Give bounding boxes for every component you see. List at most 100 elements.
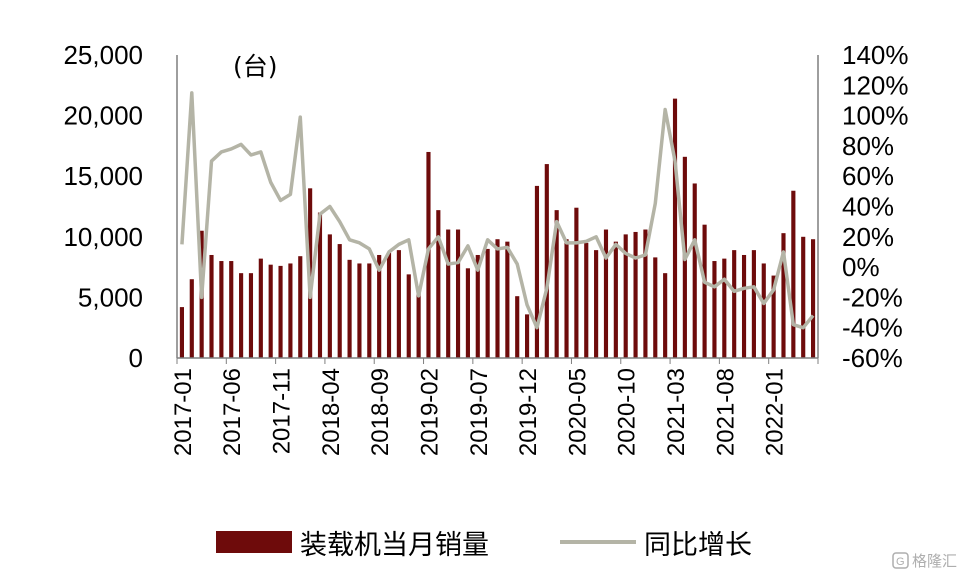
svg-text:G: G [896, 556, 905, 568]
bar-2017-10 [268, 264, 273, 358]
x-tick-label: 2019-02 [416, 368, 443, 456]
bar-2021-05 [692, 183, 697, 358]
bar-2021-02 [663, 273, 668, 358]
bar-2019-11 [515, 296, 520, 358]
y-right-tick: 0% [842, 252, 880, 282]
bar-2018-10 [386, 252, 392, 358]
bar-2021-07 [712, 261, 717, 358]
x-tick-label: 2017-11 [269, 368, 296, 454]
bar-2017-12 [288, 263, 293, 358]
bar-2018-04 [327, 234, 332, 358]
x-tick-label: 2018-09 [367, 368, 394, 456]
bar-2020-01 [534, 185, 540, 358]
bar-2018-03 [317, 212, 323, 358]
x-tick-label: 2021-03 [663, 368, 690, 456]
bar-2021-11 [751, 250, 756, 358]
bar-2020-10 [623, 234, 628, 358]
bar-2017-02 [189, 279, 194, 358]
bar-2020-08 [603, 229, 609, 358]
y-right-tick: 120% [842, 70, 909, 100]
bar-2019-09 [495, 239, 500, 358]
bar-2020-11 [633, 231, 638, 358]
y-left-tick: 20,000 [63, 101, 143, 131]
bar-2018-01 [298, 256, 303, 358]
bar-2018-09 [377, 254, 382, 358]
bar-2019-12 [525, 314, 530, 358]
x-tick-label: 2019-12 [515, 368, 542, 456]
legend-bar-swatch [216, 531, 292, 553]
y-right-tick: -40% [842, 313, 903, 343]
bar-2019-03 [436, 210, 441, 358]
bar-2021-12 [761, 263, 766, 358]
bar-2021-03 [672, 98, 678, 358]
legend: 装载机当月销量 同比增长 [216, 530, 752, 561]
bar-2018-07 [357, 263, 362, 358]
bar-series [179, 98, 816, 358]
legend-line-label: 同比增长 [644, 530, 752, 561]
y-left-tick: 5,000 [78, 282, 143, 312]
y-right-tick: 100% [842, 101, 909, 131]
watermark-text: 格隆汇 [912, 552, 957, 570]
bar-2018-08 [367, 263, 372, 358]
bar-2017-04 [209, 254, 214, 358]
line-series [180, 91, 815, 330]
x-tick-label: 2019-07 [466, 368, 493, 456]
bar-2018-11 [396, 250, 401, 358]
x-tick-label: 2017-01 [170, 368, 197, 456]
x-tick-label: 2018-04 [318, 368, 345, 456]
bar-2019-05 [455, 229, 461, 358]
y-left-tick: 0 [129, 343, 143, 373]
y-right-tick: 20% [842, 222, 894, 252]
bar-2020-09 [613, 241, 618, 358]
bar-2018-12 [406, 274, 411, 358]
bar-2019-01 [416, 286, 421, 358]
bar-2021-10 [741, 254, 747, 358]
bar-2020-12 [643, 229, 648, 358]
bar-2017-05 [219, 261, 224, 358]
bar-2017-01 [179, 307, 184, 358]
x-tick-label: 2020-05 [564, 368, 591, 456]
bar-2017-11 [278, 265, 283, 358]
bar-2022-04 [801, 236, 806, 358]
y-right-tick: -60% [842, 343, 903, 373]
bar-2017-06 [229, 261, 234, 358]
bar-2019-07 [475, 254, 480, 358]
right-y-axis-ticks: -60%-40%-20%0%20%40%60%80%100%120%140% [842, 40, 909, 373]
bar-2022-03 [791, 190, 796, 358]
x-tick-label: 2022-01 [762, 368, 789, 456]
left-y-axis-ticks: 0 5,000 10,000 15,000 20,000 25,000 [63, 40, 143, 373]
y-right-tick: 60% [842, 161, 894, 191]
bar-2021-09 [732, 250, 737, 358]
y-left-tick: 25,000 [63, 40, 143, 70]
y-right-tick: 40% [842, 192, 894, 222]
bar-2017-08 [248, 273, 254, 358]
unit-label: (台) [233, 52, 278, 81]
y-right-tick: -20% [842, 282, 903, 312]
bar-2022-02 [781, 233, 786, 358]
y-left-tick: 15,000 [63, 161, 143, 191]
bar-2020-05 [574, 207, 579, 358]
bar-2017-07 [239, 273, 244, 358]
y-left-tick: 10,000 [63, 222, 143, 252]
bar-2018-05 [337, 244, 342, 358]
bar-2020-07 [594, 250, 599, 358]
bar-2021-01 [653, 257, 658, 358]
legend-bar-label: 装载机当月销量 [300, 530, 489, 561]
x-tick-label: 2021-08 [712, 368, 739, 456]
bar-2021-08 [722, 258, 727, 358]
bar-2019-04 [446, 229, 451, 358]
bar-2020-04 [564, 239, 569, 358]
bar-2022-05 [811, 239, 816, 358]
bar-2020-06 [584, 242, 589, 358]
y-right-tick: 80% [842, 131, 894, 161]
x-tick-label: 2020-10 [614, 368, 641, 456]
x-tick-label: 2017-06 [219, 368, 246, 456]
bar-2020-03 [554, 210, 559, 358]
bar-2022-01 [771, 275, 776, 358]
g-logo-icon [892, 552, 909, 569]
bar-2017-09 [258, 258, 263, 358]
bar-2019-06 [465, 268, 470, 358]
bar-2021-06 [702, 224, 707, 358]
